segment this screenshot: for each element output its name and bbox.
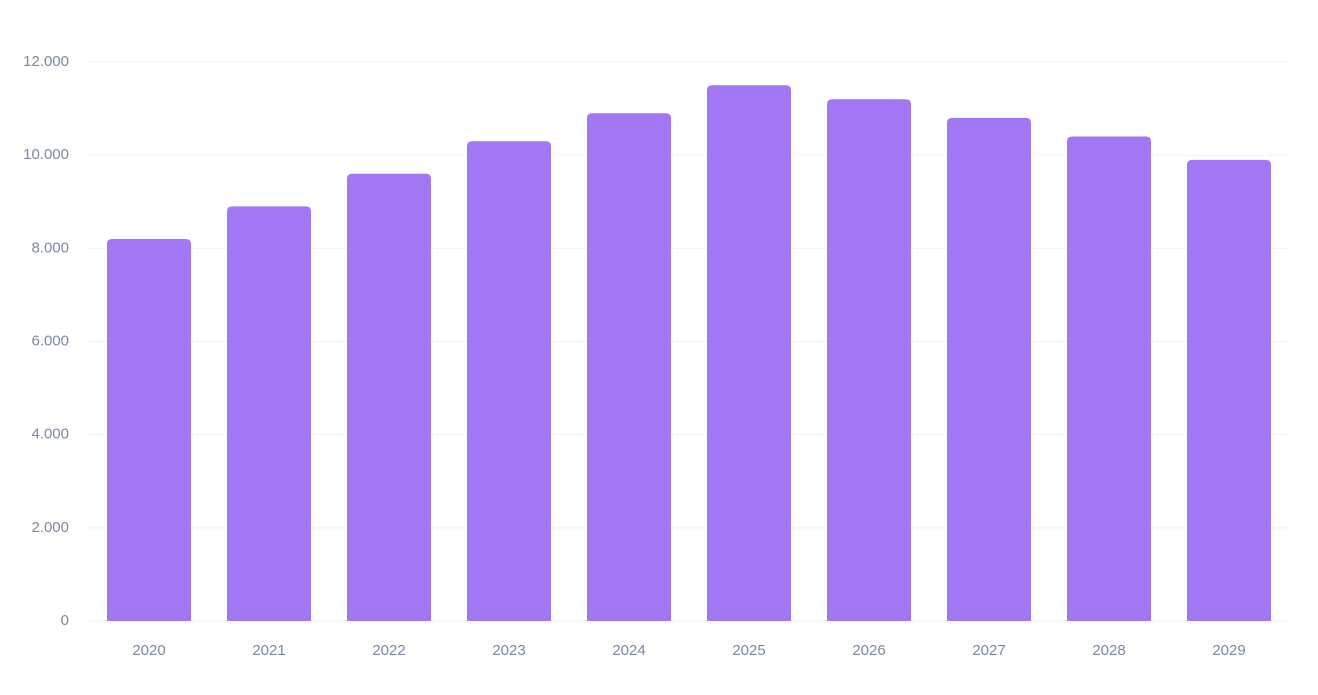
bar [707, 85, 791, 621]
y-tick-label: 8.000 [31, 239, 69, 256]
x-tick-label: 2022 [372, 642, 405, 659]
bar [1067, 136, 1151, 622]
bar [1187, 159, 1271, 621]
y-tick-label: 4.000 [31, 426, 69, 443]
bar [107, 239, 191, 621]
x-tick-label: 2028 [1092, 642, 1125, 659]
y-tick-label: 12.000 [23, 53, 69, 70]
bar [947, 117, 1031, 622]
y-tick-label: 0 [61, 612, 69, 629]
bar [587, 113, 671, 621]
x-tick-label: 2025 [732, 642, 765, 659]
x-tick-label: 2027 [972, 642, 1005, 659]
bar [347, 173, 431, 622]
x-tick-label: 2021 [252, 642, 285, 659]
y-tick-label: 10.000 [23, 146, 69, 163]
x-tick-label: 2023 [492, 642, 525, 659]
x-tick-label: 2024 [612, 642, 645, 659]
bar [467, 141, 551, 622]
bar [227, 206, 311, 622]
x-tick-label: 2020 [132, 642, 165, 659]
y-tick-label: 2.000 [31, 519, 69, 536]
x-tick-label: 2029 [1212, 642, 1245, 659]
bar [827, 99, 911, 622]
x-tick-label: 2026 [852, 642, 885, 659]
y-tick-label: 6.000 [31, 332, 69, 349]
